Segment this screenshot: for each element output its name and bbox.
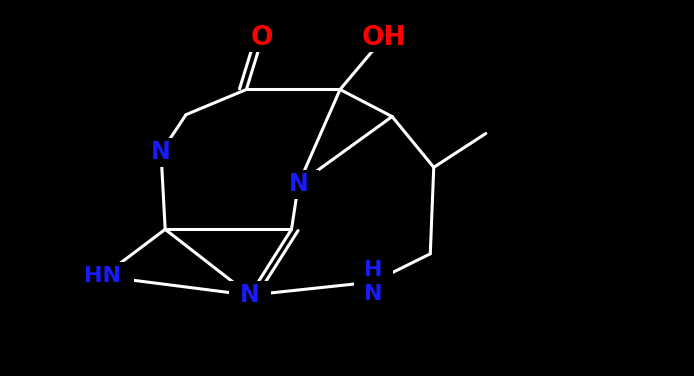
Text: O: O <box>251 24 273 51</box>
FancyBboxPatch shape <box>229 281 271 309</box>
FancyBboxPatch shape <box>278 170 319 199</box>
Text: HN: HN <box>84 266 121 287</box>
FancyBboxPatch shape <box>356 23 412 52</box>
FancyBboxPatch shape <box>140 138 182 167</box>
FancyBboxPatch shape <box>354 268 393 296</box>
FancyBboxPatch shape <box>71 262 134 291</box>
Text: OH: OH <box>362 24 406 51</box>
FancyBboxPatch shape <box>243 23 282 52</box>
Text: N: N <box>240 283 260 307</box>
Text: N: N <box>289 172 308 196</box>
Text: H
N: H N <box>364 261 382 303</box>
Text: N: N <box>151 140 171 164</box>
